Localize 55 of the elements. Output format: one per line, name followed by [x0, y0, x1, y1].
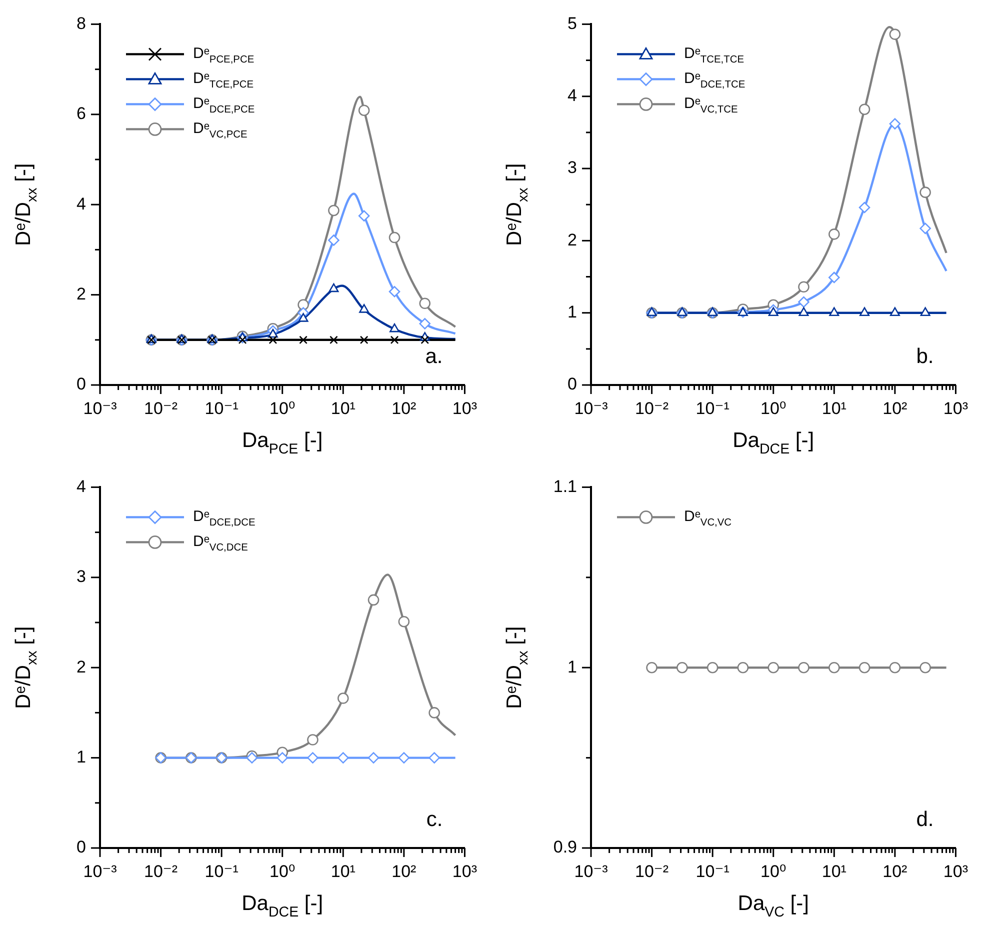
- x-tick-label: 10⁻³: [574, 862, 608, 881]
- x-tick-label: 10¹: [330, 398, 356, 418]
- x-tick-label: 10²: [392, 862, 417, 881]
- x-tick-label: 10¹: [822, 398, 847, 418]
- y-tick-label: 4: [568, 86, 577, 106]
- annotation: d.: [916, 808, 934, 831]
- x-tick-label: 10³: [452, 398, 478, 418]
- y-axis-title: Dᵉ/Dxx [-]: [12, 163, 40, 246]
- x-tick-label: 10⁻³: [83, 398, 118, 418]
- x-tick-label: 10⁻²: [635, 398, 669, 418]
- x-tick-label: 10³: [943, 398, 968, 418]
- y-tick-label: 4: [76, 194, 86, 214]
- y-tick-label: 3: [76, 567, 86, 586]
- x-tick-label: 10⁻²: [144, 862, 178, 881]
- y-axis-title: Dᵉ/Dxx [-]: [503, 163, 532, 246]
- x-tick-label: 10³: [452, 862, 478, 881]
- y-tick-label: 1: [568, 302, 577, 322]
- y-tick-label: 4: [76, 476, 86, 496]
- x-tick-label: 10⁰: [760, 398, 786, 418]
- y-tick-label: 0: [76, 374, 86, 394]
- x-tick-label: 10⁻³: [574, 398, 608, 418]
- x-tick-label: 10³: [943, 862, 968, 881]
- y-tick-label: 2: [568, 230, 577, 250]
- x-tick-label: 10⁻¹: [204, 862, 239, 881]
- x-tick-label: 10⁻¹: [204, 398, 239, 418]
- annotation: a.: [425, 345, 443, 368]
- y-tick-label: 2: [76, 657, 86, 676]
- x-tick-label: 10²: [882, 862, 908, 881]
- y-tick-label: 0: [76, 838, 86, 857]
- y-tick-label: 3: [568, 158, 577, 178]
- y-tick-label: 1: [76, 747, 86, 766]
- x-tick-label: 10⁻¹: [696, 862, 730, 881]
- y-tick-label: 8: [76, 14, 86, 33]
- x-tick-label: 10⁻²: [144, 398, 178, 418]
- x-tick-label: 10⁰: [269, 862, 296, 881]
- annotation: b.: [916, 345, 934, 368]
- x-tick-label: 10²: [392, 398, 417, 418]
- x-tick-label: 10²: [882, 398, 908, 418]
- x-tick-label: 10⁰: [760, 862, 786, 881]
- y-tick-label: 1.1: [553, 476, 577, 496]
- y-axis-title: Dᵉ/Dxx [-]: [503, 626, 532, 709]
- x-tick-label: 10⁻³: [83, 862, 118, 881]
- y-tick-label: 0.9: [553, 838, 577, 857]
- x-tick-label: 10¹: [330, 862, 356, 881]
- y-axis-title: Dᵉ/Dxx [-]: [12, 626, 40, 709]
- y-tick-label: 0: [568, 374, 577, 394]
- x-tick-label: 10⁻¹: [696, 398, 730, 418]
- y-tick-label: 1: [568, 657, 577, 676]
- x-tick-label: 10⁰: [269, 398, 296, 418]
- annotation: c.: [426, 808, 443, 831]
- x-tick-label: 10⁻²: [635, 862, 669, 881]
- x-tick-label: 10¹: [822, 862, 847, 881]
- y-tick-label: 6: [76, 104, 86, 124]
- y-tick-label: 2: [76, 284, 86, 304]
- y-tick-label: 5: [568, 14, 577, 33]
